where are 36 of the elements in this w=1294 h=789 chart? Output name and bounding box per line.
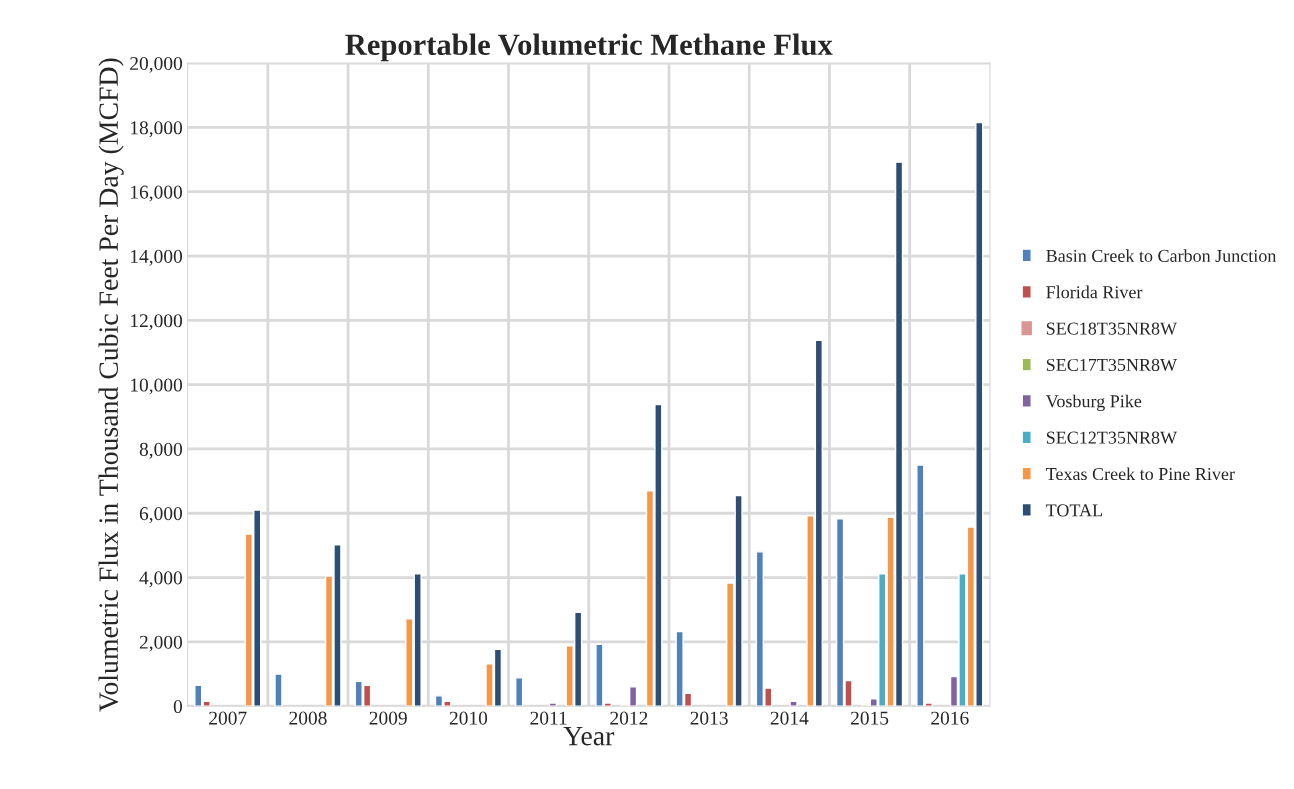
x-tick-label: 2008: [289, 711, 327, 725]
y-tick-label: 6,000: [139, 507, 183, 523]
x-tick-label: 2012: [610, 711, 648, 725]
x-tick-label: 2011: [530, 711, 567, 725]
legend-label: SEC12T35NR8W: [1046, 431, 1178, 444]
y-tick-label: 0: [173, 699, 183, 714]
y-tick-label: 12,000: [131, 314, 183, 331]
x-axis-title: Year: [563, 726, 615, 746]
legend-label: Basin Creek to Carbon Junction: [1046, 249, 1277, 262]
legend-label: Florida River: [1046, 285, 1143, 299]
bar: [515, 677, 524, 707]
y-tick-label: 8,000: [139, 442, 183, 459]
x-tick-label: 2014: [770, 711, 809, 725]
y-tick-label: 14,000: [131, 249, 183, 266]
y-tick-label: 2,000: [139, 635, 183, 652]
y-tick-label: 20,000: [130, 56, 183, 73]
x-tick-label: 2007: [209, 711, 247, 725]
legend-label: SEC17T35NR8W: [1046, 358, 1178, 372]
legend-label: Vosburg Pike: [1045, 394, 1142, 412]
y-axis-title: Volumetric Flux in Thousand Cubic Feet Per Day (MCFD): [98, 58, 124, 712]
bar: [789, 700, 798, 707]
x-tick-label: 2016: [931, 711, 969, 725]
chart-title: Reportable Volumetric Methane Flux: [345, 33, 833, 62]
legend-label: Texas Creek to Pine River: [1046, 467, 1235, 481]
x-tick-label: 2013: [690, 711, 728, 725]
x-tick-label: 2009: [369, 711, 407, 725]
y-tick-label: 16,000: [131, 185, 183, 202]
y-tick-label: 4,000: [139, 571, 183, 588]
bar: [274, 673, 283, 707]
legend-label: SEC18T35NR8W: [1046, 322, 1178, 335]
y-tick-label: 10,000: [131, 378, 183, 395]
legend-label: TOTAL: [1046, 504, 1102, 517]
x-tick-label: 2015: [850, 711, 889, 725]
y-tick-label: 18,000: [131, 121, 183, 138]
x-tick-label: 2010: [449, 711, 488, 725]
bar: [548, 702, 558, 707]
